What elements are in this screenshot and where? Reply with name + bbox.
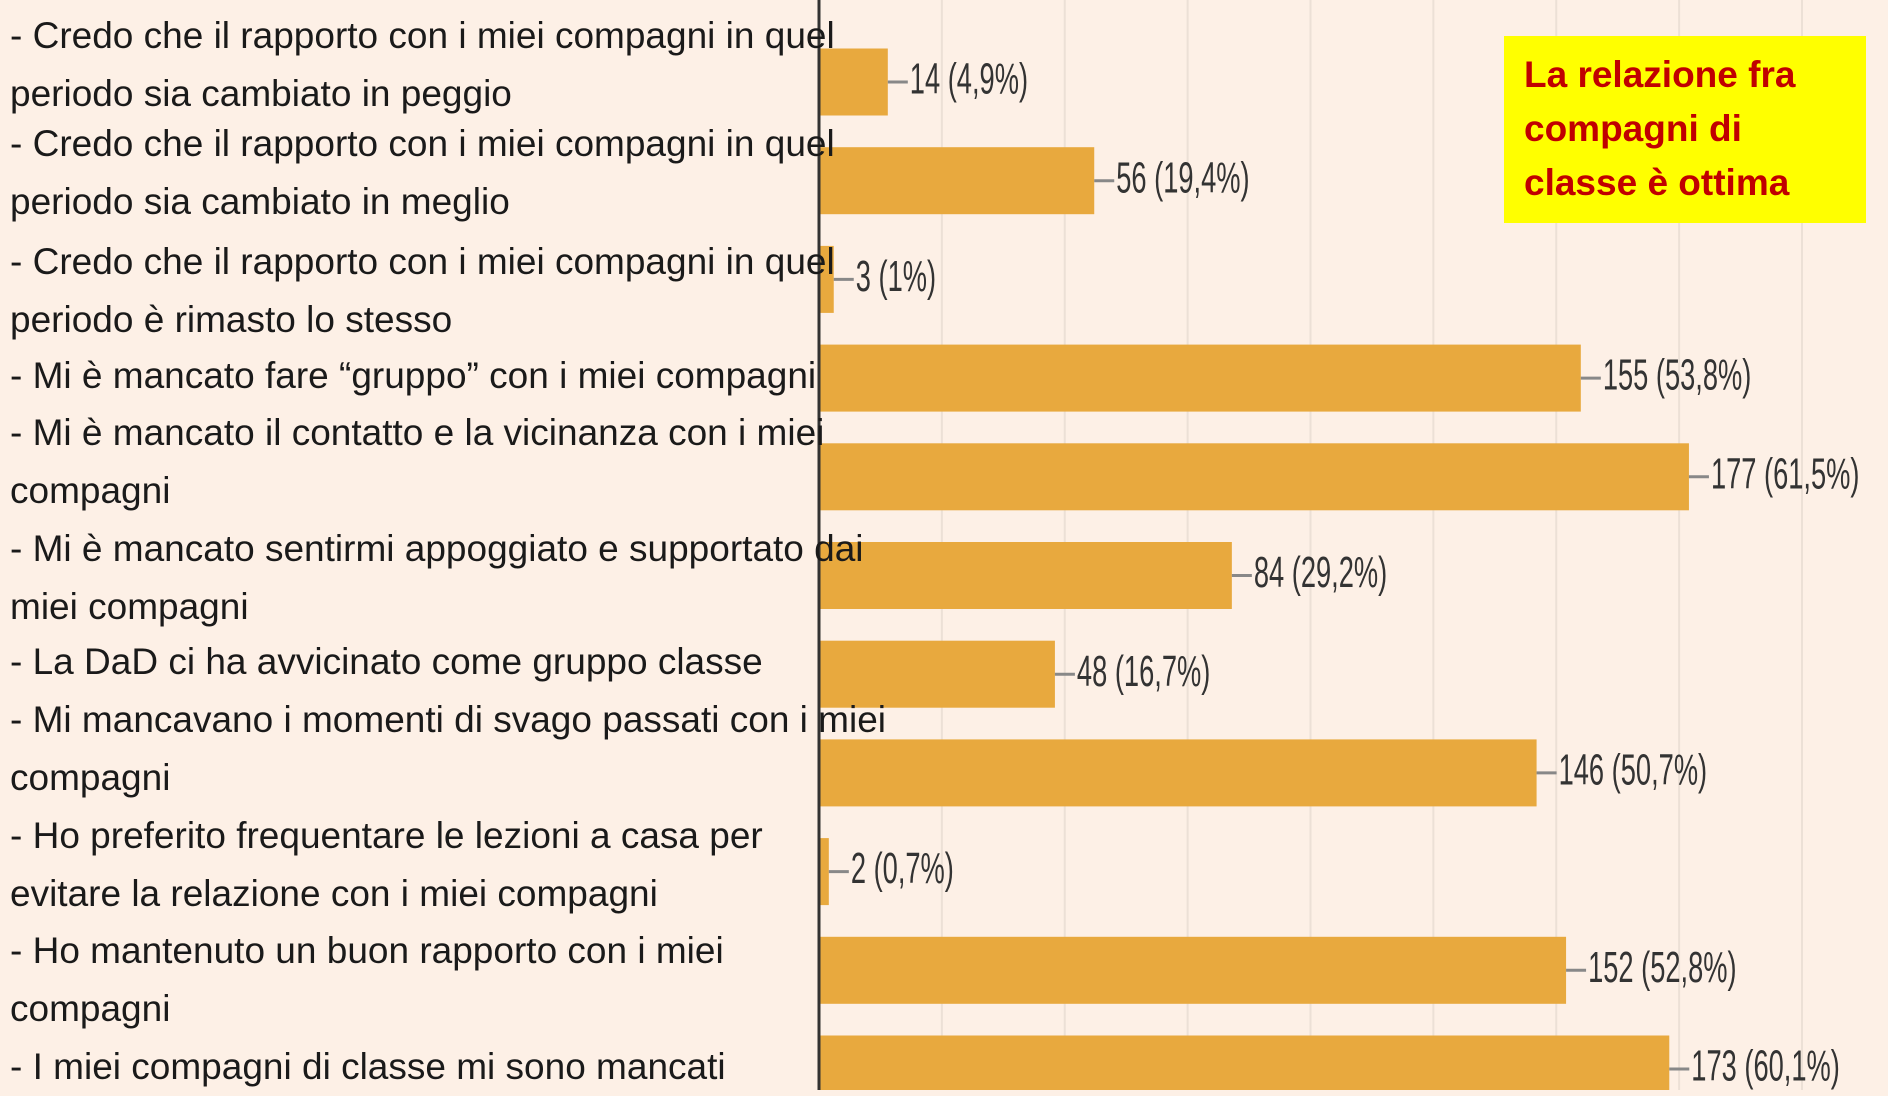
- bar: [819, 147, 1095, 215]
- bar: [819, 245, 834, 313]
- category-label: - Mi è mancato il contatto e la vicinanz…: [10, 412, 825, 511]
- category-label: - Credo che il rapporto con i miei compa…: [10, 241, 835, 340]
- value-label: 84 (29,2%): [1254, 547, 1387, 596]
- bar: [819, 1035, 1670, 1090]
- category-label: - I miei compagni di classe mi sono manc…: [10, 1046, 726, 1087]
- category-label: - La DaD ci ha avvicinato come gruppo cl…: [10, 641, 763, 682]
- value-label: 56 (19,4%): [1116, 153, 1249, 202]
- bar: [819, 344, 1581, 412]
- bar: [819, 838, 829, 906]
- category-label: - Ho preferito frequentare le lezioni a …: [10, 815, 763, 914]
- annotation: La relazione fra compagni di classe è ot…: [1504, 36, 1866, 223]
- value-label: 48 (16,7%): [1077, 646, 1210, 695]
- value-label: 155 (53,8%): [1603, 350, 1752, 399]
- category-label: - Mi mancavano i momenti di svago passat…: [10, 699, 887, 798]
- category-label: - Mi è mancato sentirmi appoggiato e sup…: [10, 528, 864, 627]
- category-label: - Credo che il rapporto con i miei compa…: [10, 15, 835, 114]
- bar: [819, 936, 1567, 1004]
- category-label: - Ho mantenuto un buon rapporto con i mi…: [10, 930, 724, 1029]
- bar: [819, 739, 1537, 807]
- bar: [819, 48, 888, 116]
- value-label: 3 (1%): [856, 251, 936, 300]
- bar: [819, 542, 1232, 609]
- value-label: 14 (4,9%): [910, 54, 1028, 103]
- value-label: 2 (0,7%): [851, 844, 954, 893]
- value-label: 177 (61,5%): [1711, 449, 1860, 498]
- bar: [819, 443, 1689, 511]
- value-label: 146 (50,7%): [1559, 745, 1708, 794]
- category-label: - Mi è mancato fare “gruppo” con i miei …: [10, 355, 817, 396]
- value-label: 173 (60,1%): [1691, 1041, 1840, 1090]
- bar: [819, 640, 1055, 708]
- value-label: 152 (52,8%): [1588, 942, 1737, 991]
- category-label: - Credo che il rapporto con i miei compa…: [10, 123, 835, 222]
